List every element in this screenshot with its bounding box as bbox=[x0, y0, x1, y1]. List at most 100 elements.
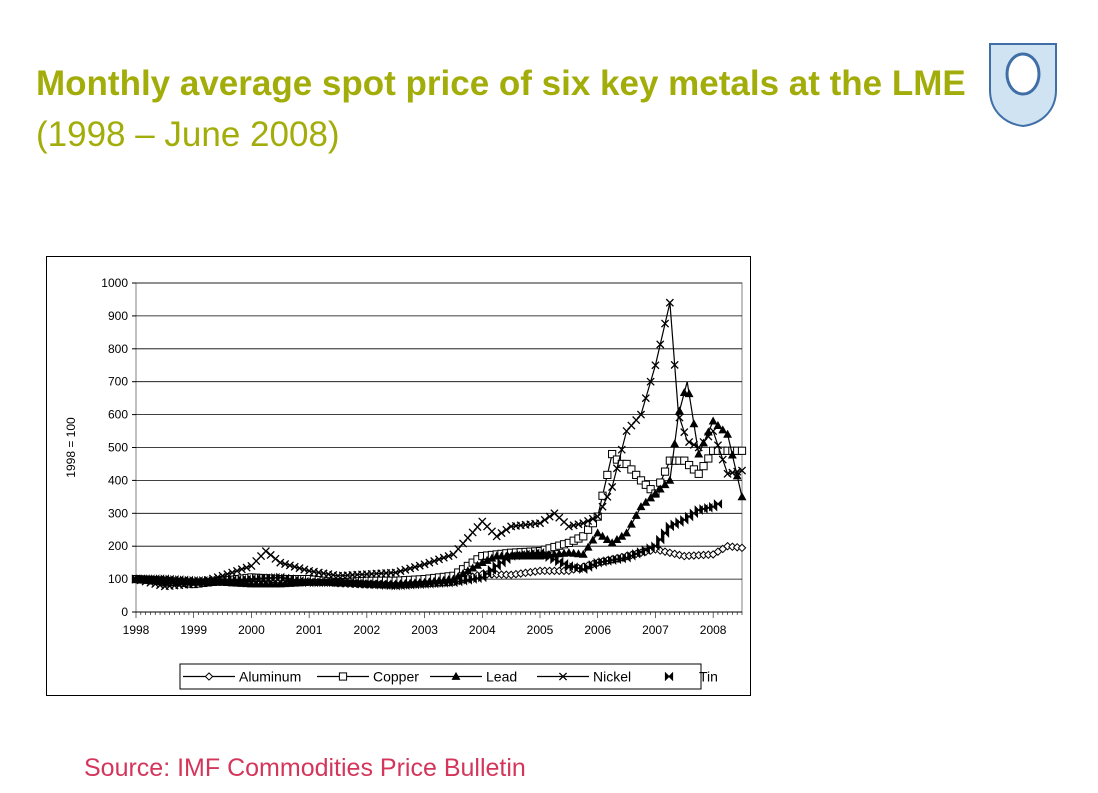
y-axis-label: 1998 = 100 bbox=[64, 417, 78, 478]
series-tin bbox=[131, 499, 723, 591]
page-title: Monthly average spot price of six key me… bbox=[36, 58, 996, 160]
data-point-aluminum bbox=[660, 547, 670, 556]
series-line-tin bbox=[136, 502, 720, 587]
data-point-nickel bbox=[540, 515, 549, 524]
legend-marker bbox=[558, 672, 568, 681]
data-point-lead bbox=[641, 497, 651, 506]
data-point-nickel bbox=[300, 565, 309, 574]
data-point-nickel bbox=[535, 519, 545, 528]
data-point-nickel bbox=[646, 377, 655, 386]
data-point-copper bbox=[694, 469, 703, 478]
data-point-lead bbox=[574, 549, 583, 558]
data-point-nickel bbox=[670, 360, 679, 369]
data-point-nickel bbox=[665, 298, 674, 307]
data-point-copper bbox=[603, 470, 612, 480]
y-tick-label: 100 bbox=[108, 572, 128, 586]
data-point-nickel bbox=[584, 516, 593, 526]
data-point-nickel bbox=[588, 514, 597, 523]
legend-item-tin: Tin bbox=[664, 669, 718, 685]
page-title-main: Monthly average spot price of six key me… bbox=[36, 64, 966, 103]
data-point-nickel bbox=[223, 570, 232, 579]
x-tick-label: 2001 bbox=[296, 623, 323, 637]
data-point-lead bbox=[569, 548, 579, 557]
data-point-lead bbox=[655, 484, 665, 493]
data-point-lead bbox=[578, 549, 588, 558]
data-point-copper bbox=[641, 480, 650, 489]
data-point-copper bbox=[608, 449, 617, 459]
data-point-nickel bbox=[709, 426, 718, 436]
data-point-lead bbox=[588, 535, 598, 544]
data-point-nickel bbox=[608, 482, 617, 492]
data-point-nickel bbox=[728, 468, 737, 477]
series-line-nickel bbox=[135, 302, 743, 587]
data-point-lead bbox=[708, 416, 718, 425]
data-point-lead bbox=[737, 492, 747, 501]
page-title-period: (1998 – June 2008) bbox=[36, 115, 340, 154]
data-point-nickel bbox=[406, 564, 415, 573]
data-point-copper bbox=[704, 454, 713, 463]
y-tick-label: 800 bbox=[108, 342, 128, 356]
axes: 0 100 200 300 400 500 600 700 800 900 1000 1998 = 1… bbox=[64, 276, 743, 637]
legend-label-copper: Copper bbox=[373, 669, 419, 685]
data-point-nickel bbox=[713, 441, 723, 450]
legend-item-aluminum: Aluminum bbox=[183, 669, 301, 685]
data-point-copper bbox=[612, 455, 622, 464]
data-point-lead bbox=[602, 534, 612, 543]
x-tick-label: 2004 bbox=[469, 623, 496, 637]
legend-marker bbox=[664, 671, 674, 682]
legend-item-nickel: Nickel bbox=[537, 669, 631, 685]
data-point-nickel bbox=[502, 525, 511, 534]
data-point-nickel bbox=[266, 550, 275, 560]
data-point-copper bbox=[622, 459, 631, 469]
series-nickel bbox=[131, 298, 747, 591]
data-point-nickel bbox=[232, 566, 242, 575]
data-point-lead bbox=[679, 388, 689, 397]
data-point-nickel bbox=[574, 520, 583, 529]
data-point-lead bbox=[598, 531, 607, 540]
y-tick-label: 700 bbox=[108, 375, 128, 389]
data-point-lead bbox=[727, 450, 737, 459]
source-caption: Source: IMF Commodities Price Bulletin bbox=[84, 754, 526, 782]
y-tick-label: 1000 bbox=[101, 276, 128, 290]
legend-marker bbox=[338, 672, 348, 681]
chart-frame: 0 100 200 300 400 500 600 700 800 900 1000 1998 = 1… bbox=[46, 256, 751, 696]
data-point-nickel bbox=[391, 568, 400, 577]
data-point-nickel bbox=[641, 394, 650, 403]
data-point-tin bbox=[713, 499, 723, 509]
legend-label-aluminum: Aluminum bbox=[239, 669, 301, 685]
data-point-nickel bbox=[285, 561, 294, 570]
data-point-nickel bbox=[228, 568, 237, 577]
data-point-copper bbox=[646, 485, 655, 494]
data-point-nickel bbox=[425, 558, 434, 567]
data-point-nickel bbox=[444, 552, 453, 561]
open-university-shield-icon bbox=[986, 40, 1060, 128]
series-lead bbox=[131, 381, 747, 588]
data-point-nickel bbox=[242, 563, 251, 572]
data-point-tin bbox=[651, 541, 660, 552]
data-point-nickel bbox=[660, 319, 670, 328]
data-point-lead bbox=[670, 439, 680, 448]
data-point-nickel bbox=[430, 556, 439, 566]
data-point-nickel bbox=[420, 560, 429, 569]
legend-label-tin: Tin bbox=[699, 669, 718, 685]
data-point-nickel bbox=[410, 562, 420, 572]
data-point-lead bbox=[583, 542, 593, 551]
data-point-nickel bbox=[545, 512, 554, 521]
x-tick-label: 2005 bbox=[527, 623, 554, 637]
data-point-nickel bbox=[439, 553, 448, 562]
legend-label-nickel: Nickel bbox=[593, 669, 631, 685]
data-point-nickel bbox=[290, 562, 299, 571]
chart-legend: Aluminum Copper Lead Nickel Tin bbox=[179, 663, 718, 690]
x-tick-label: 2002 bbox=[354, 623, 381, 637]
data-point-lead bbox=[622, 528, 632, 537]
x-tick-label: 2008 bbox=[700, 623, 727, 637]
data-point-nickel bbox=[680, 428, 689, 437]
data-point-copper bbox=[699, 462, 708, 471]
data-point-nickel bbox=[685, 437, 694, 447]
data-point-nickel bbox=[497, 528, 506, 538]
metal-price-chart: 0 100 200 300 400 500 600 700 800 900 1000 1998 = 1… bbox=[64, 276, 747, 690]
y-tick-label: 900 bbox=[108, 309, 128, 323]
data-point-tin bbox=[656, 534, 665, 545]
data-point-lead bbox=[665, 475, 675, 484]
data-point-tin bbox=[660, 528, 670, 538]
